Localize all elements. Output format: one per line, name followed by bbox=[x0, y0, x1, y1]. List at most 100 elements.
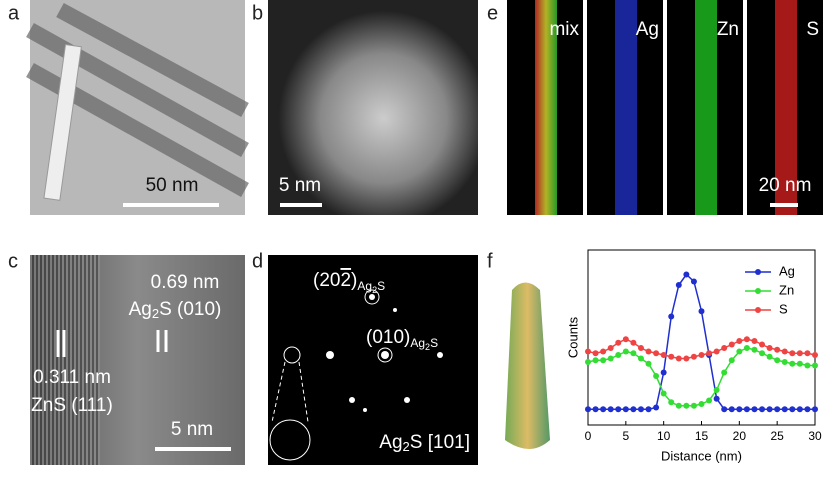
data-point bbox=[713, 387, 720, 393]
panel-label: e bbox=[487, 2, 498, 24]
data-point bbox=[637, 345, 644, 351]
data-point bbox=[743, 406, 750, 413]
data-point bbox=[713, 348, 720, 355]
legend-label: Zn bbox=[779, 282, 794, 297]
scale-bar bbox=[155, 447, 231, 451]
data-point bbox=[622, 336, 629, 343]
annotation: 0.311 nm bbox=[33, 367, 111, 388]
marker bbox=[56, 330, 168, 357]
y-axis-label: Counts bbox=[565, 316, 580, 358]
legend-marker bbox=[755, 288, 761, 294]
data-point bbox=[592, 350, 599, 357]
scale-text: 5 nm bbox=[279, 175, 321, 196]
data-point bbox=[796, 350, 803, 357]
x-tick-label: 25 bbox=[770, 429, 784, 443]
atomic-model bbox=[505, 282, 550, 449]
data-point bbox=[668, 313, 675, 320]
data-point bbox=[743, 345, 750, 351]
panel-label: b bbox=[252, 2, 263, 24]
data-point bbox=[781, 348, 788, 355]
eds-maps: mix Ag Zn S 20 nm bbox=[507, 0, 823, 215]
data-point bbox=[728, 406, 735, 413]
panel-label: c bbox=[8, 250, 18, 272]
x-tick-label: 30 bbox=[808, 429, 822, 443]
data-point bbox=[766, 406, 773, 413]
element-band bbox=[535, 0, 557, 215]
data-point bbox=[592, 406, 599, 413]
data-point bbox=[812, 406, 818, 413]
data-point bbox=[706, 350, 713, 357]
data-point bbox=[766, 345, 773, 351]
map-label: mix bbox=[549, 19, 579, 40]
data-point bbox=[759, 406, 766, 413]
x-tick-label: 0 bbox=[585, 429, 592, 443]
data-point bbox=[759, 350, 766, 357]
data-point bbox=[698, 352, 705, 358]
data-point bbox=[607, 406, 614, 413]
data-point bbox=[698, 308, 705, 315]
data-point bbox=[759, 341, 766, 348]
data-point bbox=[690, 353, 697, 360]
data-point bbox=[637, 355, 644, 362]
data-point bbox=[804, 362, 811, 369]
data-point bbox=[600, 357, 607, 364]
x-tick-label: 15 bbox=[695, 429, 709, 443]
data-point bbox=[675, 402, 682, 409]
data-point bbox=[653, 373, 660, 379]
data-point bbox=[774, 406, 781, 413]
data-point bbox=[630, 350, 637, 357]
data-point bbox=[781, 359, 788, 365]
data-point bbox=[728, 357, 735, 364]
data-point bbox=[600, 348, 607, 355]
annotation: Ag2S [101] bbox=[379, 432, 470, 454]
data-point bbox=[812, 352, 818, 358]
element-band bbox=[615, 0, 637, 215]
data-point bbox=[653, 350, 660, 357]
data-point bbox=[796, 406, 803, 413]
map-label: Zn bbox=[717, 19, 739, 40]
data-point bbox=[736, 406, 743, 413]
data-point bbox=[736, 338, 743, 344]
annotation: 0.69 nm bbox=[151, 272, 220, 293]
data-point bbox=[585, 406, 591, 413]
data-point bbox=[683, 402, 690, 409]
data-point bbox=[690, 402, 697, 409]
x-tick-label: 5 bbox=[622, 429, 629, 443]
data-point bbox=[721, 406, 728, 413]
x-tick-label: 10 bbox=[657, 429, 671, 443]
annotation: Ag2S (010) bbox=[129, 299, 222, 321]
data-point bbox=[721, 369, 728, 376]
element-band bbox=[695, 0, 717, 215]
data-point bbox=[789, 406, 796, 413]
data-point bbox=[585, 359, 591, 365]
data-point bbox=[615, 406, 622, 413]
data-point bbox=[660, 352, 667, 358]
scale-bar bbox=[770, 203, 798, 207]
data-point bbox=[630, 406, 637, 413]
data-point bbox=[615, 339, 622, 346]
data-point bbox=[675, 282, 682, 288]
legend-label: S bbox=[779, 301, 788, 316]
data-point bbox=[645, 348, 652, 355]
data-point bbox=[713, 395, 720, 402]
stem-image bbox=[268, 0, 478, 215]
data-point bbox=[751, 406, 758, 413]
scale-bar bbox=[123, 203, 219, 207]
panel-label: f bbox=[487, 250, 493, 272]
data-point bbox=[668, 353, 675, 360]
data-point bbox=[585, 348, 591, 355]
data-point bbox=[774, 357, 781, 364]
panel-label: d bbox=[252, 250, 263, 272]
legend-marker bbox=[755, 307, 761, 313]
data-point bbox=[645, 406, 652, 413]
data-point bbox=[607, 345, 614, 351]
data-point bbox=[600, 406, 607, 413]
annotation: (010)Ag2S bbox=[366, 327, 438, 352]
scale-bar bbox=[280, 203, 322, 207]
data-point bbox=[804, 350, 811, 357]
data-point bbox=[668, 399, 675, 406]
data-point bbox=[743, 336, 750, 343]
data-point bbox=[789, 350, 796, 357]
data-point bbox=[706, 397, 713, 404]
data-point bbox=[796, 360, 803, 367]
